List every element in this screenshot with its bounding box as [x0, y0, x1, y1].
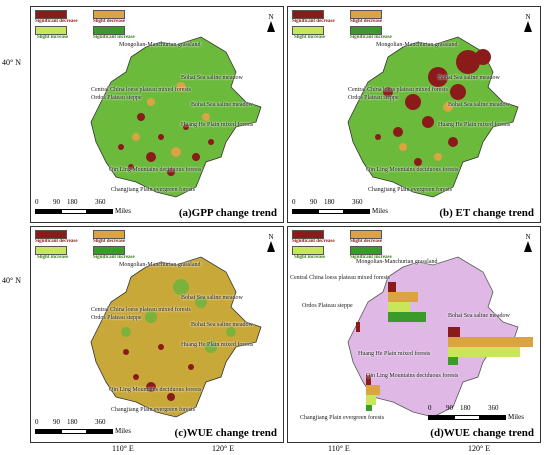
- latitude-label-bottom: 40° N: [2, 276, 21, 285]
- legend-swatch-significant-increase: [350, 26, 382, 35]
- panel-wue-trend: Significant decrease Slight decrease Sli…: [30, 226, 284, 443]
- region-label-loess: Central China loess plateau mixed forest…: [348, 87, 448, 93]
- north-arrow-icon: N: [265, 13, 277, 33]
- legend-label-significant-increase: Significant increase: [350, 35, 392, 40]
- legend-label-significant-increase: Significant increase: [350, 255, 392, 260]
- legend: Significant decrease Slight decrease Sli…: [292, 230, 412, 260]
- legend-label-slight-decrease: Slight decrease: [93, 19, 125, 24]
- legend-swatch-significant-increase: [93, 246, 125, 255]
- north-arrow-icon: N: [522, 233, 534, 253]
- scale-bar: 0 90 180 360 Miles: [35, 198, 131, 215]
- longitude-label-120-right: 120° E: [468, 444, 491, 453]
- region-label-loess: Central China loess plateau mixed forest…: [91, 307, 191, 313]
- legend-label-slight-decrease: Slight decrease: [350, 19, 382, 24]
- legend-label-significant-decrease: Significant decrease: [35, 239, 78, 244]
- region-label-huanghe: Huang He Plain mixed forests: [438, 122, 511, 128]
- bars-qinling: [366, 375, 380, 411]
- latitude-label-top: 40° N: [2, 58, 21, 67]
- region-label-saline: Bohai Sea saline meadow: [191, 102, 253, 108]
- legend-label-significant-increase: Significant increase: [93, 255, 135, 260]
- bars-huanghe: [448, 327, 533, 365]
- region-label-changjiang: Changjiang Plain evergreen forests: [111, 407, 196, 413]
- gpp-trend-map: [90, 36, 262, 198]
- panel-gpp-trend: Significant decrease Slight decrease Sli…: [30, 6, 284, 223]
- legend-label-slight-increase: Slight increase: [294, 255, 326, 260]
- region-label-huanghe: Huang He Plain mixed forests: [358, 351, 431, 357]
- et-trend-map: [347, 36, 519, 198]
- region-label-loess: Central China loess plateau mixed forest…: [91, 87, 191, 93]
- longitude-label-110-right: 110° E: [328, 444, 350, 453]
- north-arrow-icon: N: [265, 233, 277, 253]
- region-label-changjiang: Changjiang Plain evergreen forests: [111, 187, 196, 193]
- region-label-mongolian: Mongolian-Manchurian grassland: [119, 42, 201, 48]
- legend-swatch-slight-increase: [292, 246, 324, 255]
- legend-swatch-slight-increase: [35, 246, 67, 255]
- bars-ordos: [356, 322, 360, 332]
- legend-swatch-significant-decrease: [292, 230, 324, 239]
- legend-label-significant-decrease: Significant decrease: [292, 239, 335, 244]
- scale-bar: 0 90 180 360 Miles: [35, 418, 131, 435]
- panel-title-c: (c)WUE change trend: [172, 427, 279, 439]
- region-label-changjiang: Changjiang Plain evergreen forests: [368, 187, 453, 193]
- legend: Significant decrease Slight decrease Sli…: [35, 10, 155, 40]
- region-label-mongolian: Mongolian-Manchurian grassland: [119, 262, 201, 268]
- legend-label-slight-increase: Slight increase: [37, 35, 69, 40]
- longitude-label-120-left: 120° E: [212, 444, 235, 453]
- region-label-bohai: Bohai Sea saline meadow: [448, 313, 510, 319]
- wue-trend-map: [90, 256, 262, 418]
- legend-label-slight-increase: Slight increase: [294, 35, 326, 40]
- longitude-label-110-left: 110° E: [112, 444, 134, 453]
- north-arrow-icon: N: [522, 13, 534, 33]
- legend-swatch-slight-increase: [292, 26, 324, 35]
- legend-label-slight-increase: Slight increase: [37, 255, 69, 260]
- region-label-ordos: Ordos Plateau steppe: [91, 315, 142, 321]
- region-label-ordos: Ordos Plateau steppe: [91, 95, 142, 101]
- region-label-loess: Central China loess plateau mixed forest…: [290, 275, 390, 281]
- legend-swatch-significant-decrease: [35, 230, 67, 239]
- legend-swatch-slight-decrease: [93, 230, 125, 239]
- region-label-qinling: Qin Ling Mountains deciduous forests: [366, 167, 459, 173]
- region-label-bohai: Bohai Sea saline meadow: [181, 75, 243, 81]
- region-label-qinling: Qin Ling Mountains deciduous forests: [109, 387, 202, 393]
- region-label-saline: Bohai Sea saline meadow: [191, 322, 253, 328]
- legend: Significant decrease Slight decrease Sli…: [292, 10, 412, 40]
- scale-bar: 0 90 180 360 Miles: [292, 198, 388, 215]
- region-label-saline: Bohai Sea saline meadow: [448, 102, 510, 108]
- region-label-bohai: Bohai Sea saline meadow: [181, 295, 243, 301]
- legend-label-significant-decrease: Significant decrease: [35, 19, 78, 24]
- region-label-huanghe: Huang He Plain mixed forests: [181, 122, 254, 128]
- legend-swatch-significant-increase: [93, 26, 125, 35]
- legend: Significant decrease Slight decrease Sli…: [35, 230, 155, 260]
- legend-label-slight-decrease: Slight decrease: [350, 239, 382, 244]
- legend-swatch-slight-increase: [35, 26, 67, 35]
- region-label-bohai: Bohai Sea saline meadow: [438, 75, 500, 81]
- panel-title-a: (a)GPP change trend: [176, 207, 279, 219]
- legend-swatch-significant-decrease: [292, 10, 324, 19]
- legend-swatch-significant-increase: [350, 246, 382, 255]
- panel-et-trend: Significant decrease Slight decrease Sli…: [287, 6, 541, 223]
- region-label-mongolian: Mongolian-Manchurian grassland: [356, 259, 438, 265]
- legend-label-significant-decrease: Significant decrease: [292, 19, 335, 24]
- region-label-ordos: Ordos Plateau steppe: [348, 95, 399, 101]
- legend-swatch-slight-decrease: [93, 10, 125, 19]
- region-label-mongolian: Mongolian-Manchurian grassland: [376, 42, 458, 48]
- panel-wue-bars: Significant decrease Slight decrease Sli…: [287, 226, 541, 443]
- region-label-qinling: Qin Ling Mountains deciduous forests: [109, 167, 202, 173]
- region-label-huanghe: Huang He Plain mixed forests: [181, 342, 254, 348]
- legend-label-slight-decrease: Slight decrease: [93, 239, 125, 244]
- bars-loess: [388, 282, 426, 322]
- panel-title-d: (d)WUE change trend: [428, 427, 536, 439]
- legend-swatch-slight-decrease: [350, 230, 382, 239]
- legend-swatch-slight-decrease: [350, 10, 382, 19]
- legend-label-significant-increase: Significant increase: [93, 35, 135, 40]
- wue-bars-map: [347, 256, 533, 418]
- region-label-ordos: Ordos Plateau steppe: [302, 303, 353, 309]
- legend-swatch-significant-decrease: [35, 10, 67, 19]
- scale-bar: 0 90 180 360 Miles: [428, 404, 524, 421]
- panel-title-b: (b) ET change trend: [437, 207, 536, 219]
- region-label-changjiang: Changjiang Plain evergreen forests: [300, 415, 385, 421]
- region-label-qinling: Qin Ling Mountains deciduous forests: [366, 373, 459, 379]
